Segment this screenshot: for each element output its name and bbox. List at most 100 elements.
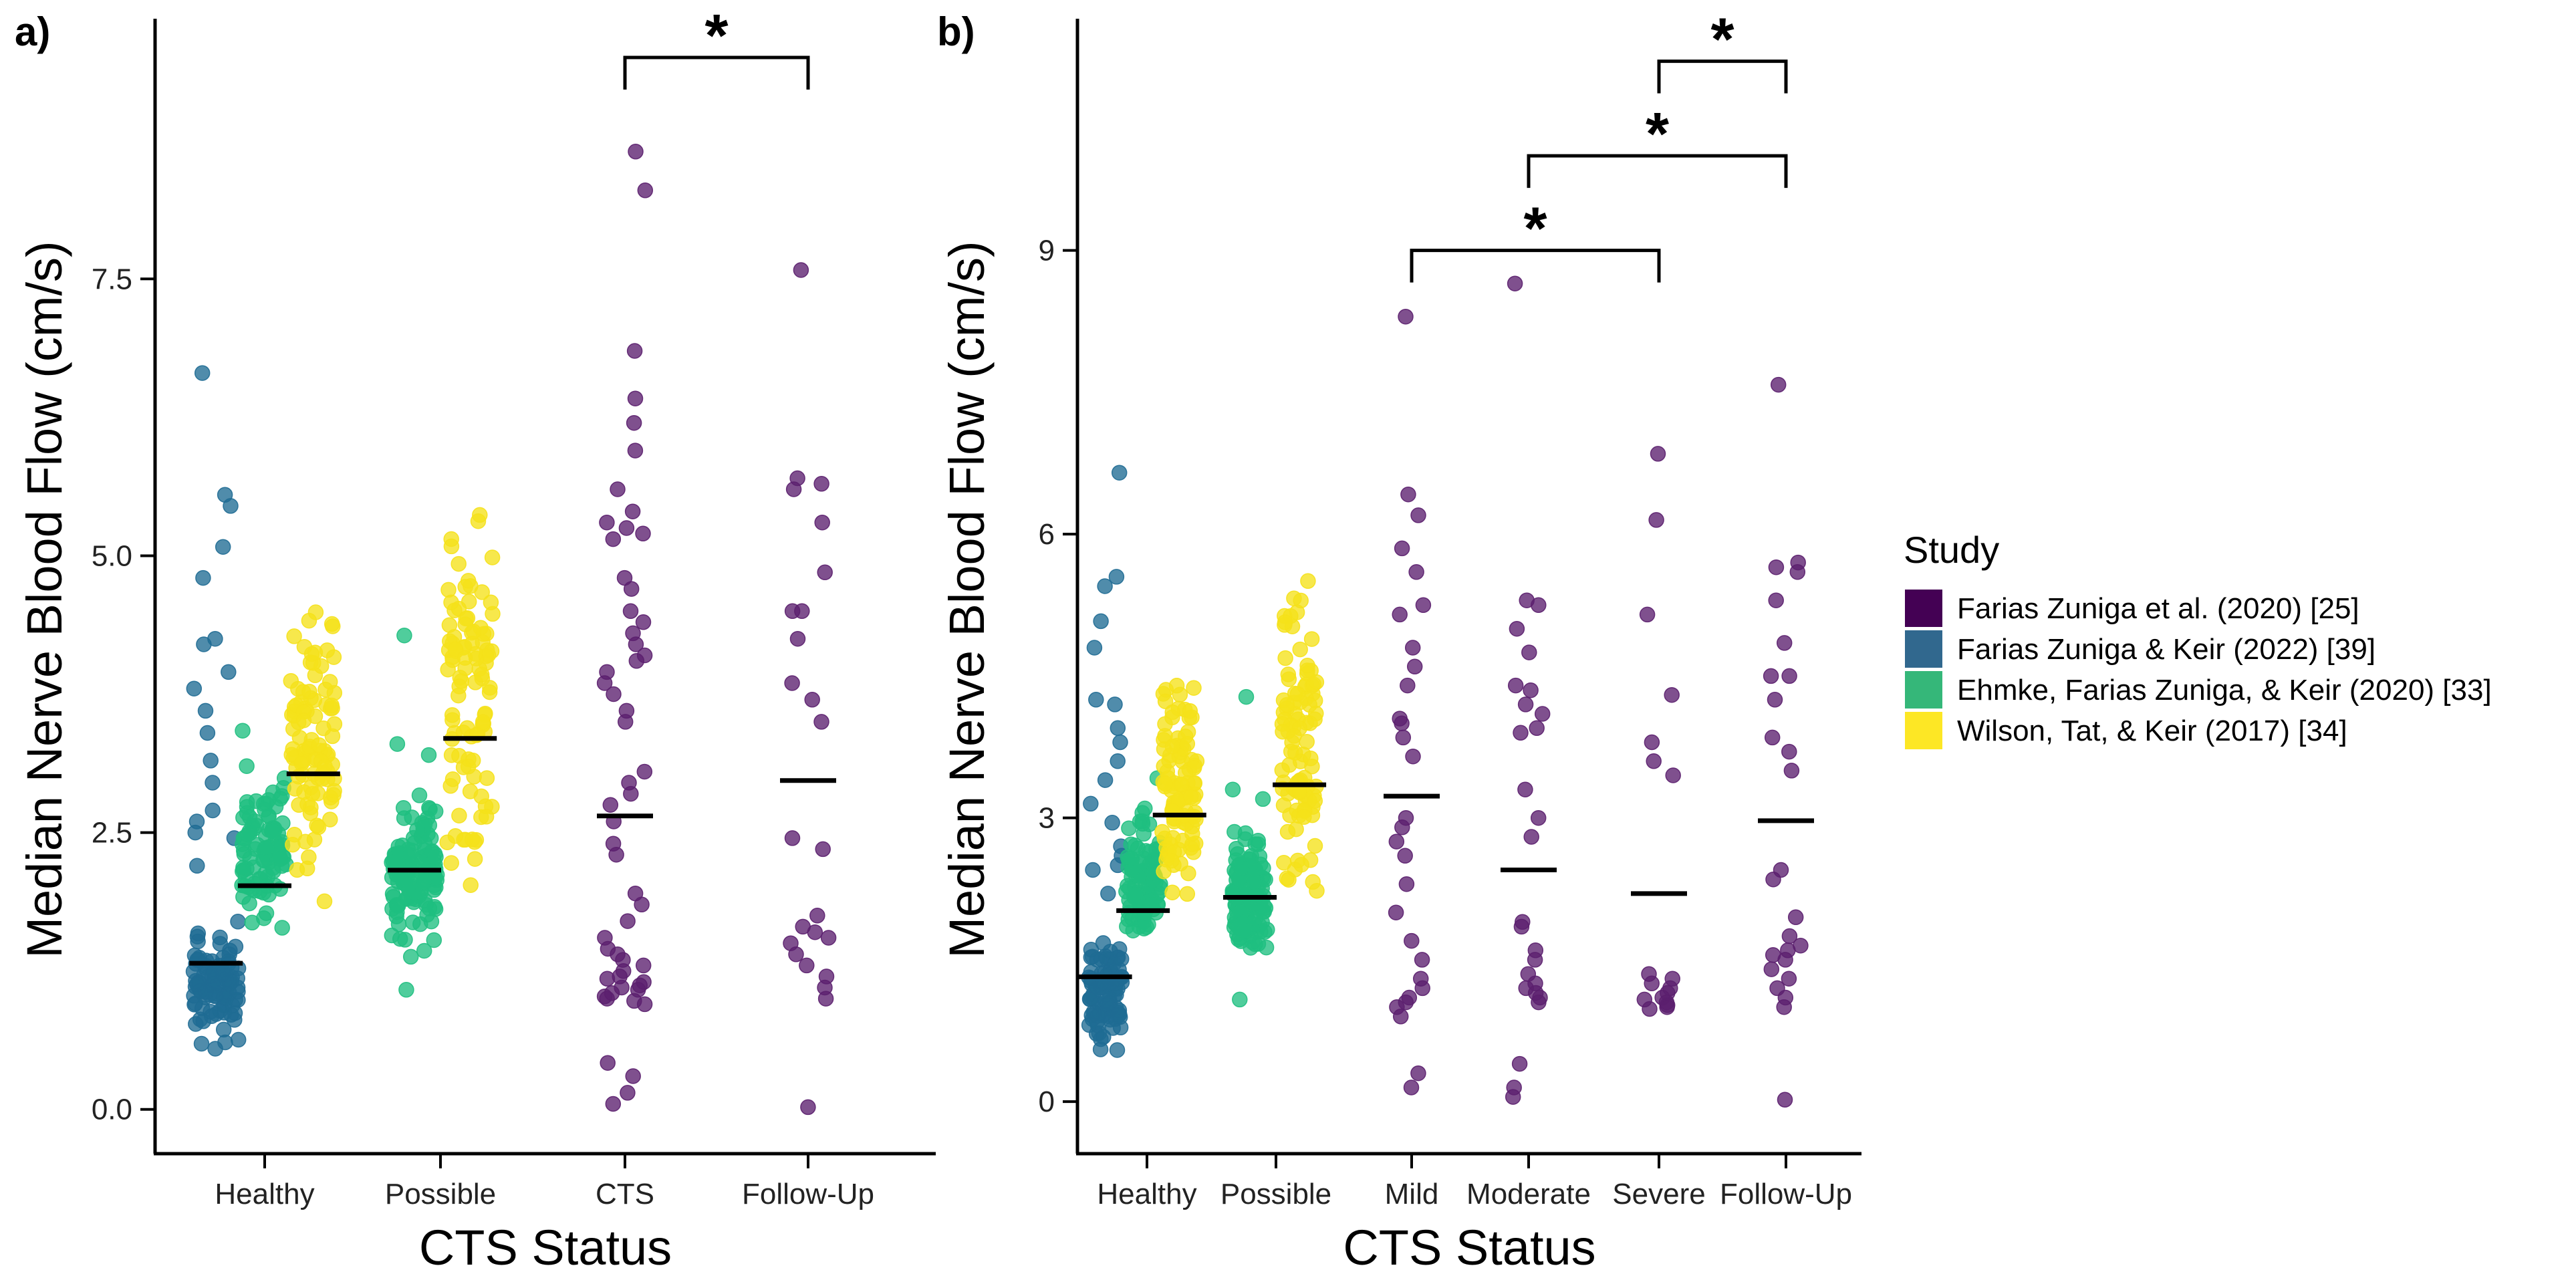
significance-bracket <box>623 55 810 90</box>
legend-swatch <box>1905 671 1942 709</box>
data-point <box>441 617 458 633</box>
data-point <box>799 957 815 974</box>
data-point <box>258 840 275 856</box>
significance-star: * <box>1523 196 1547 263</box>
x-tick-label: Follow-Up <box>742 1178 874 1210</box>
data-point <box>1154 823 1170 840</box>
data-point <box>1164 738 1181 755</box>
data-point <box>1776 635 1793 651</box>
data-point <box>188 1016 204 1032</box>
data-point <box>411 787 428 803</box>
data-point <box>235 723 251 739</box>
data-point <box>466 769 482 785</box>
data-point <box>605 1096 622 1112</box>
data-point <box>239 799 255 815</box>
data-point <box>285 836 301 853</box>
data-point <box>1764 729 1781 746</box>
x-tick-label: Follow-Up <box>1720 1178 1852 1210</box>
data-point <box>426 932 442 948</box>
data-point <box>216 1005 233 1021</box>
data-point <box>1081 1017 1098 1033</box>
data-point <box>596 675 613 691</box>
data-point <box>186 987 202 1004</box>
data-point <box>1763 668 1779 684</box>
data-point <box>1138 919 1154 935</box>
data-point <box>474 584 490 600</box>
data-point <box>239 827 256 843</box>
data-point <box>622 603 639 620</box>
data-point <box>470 513 487 529</box>
data-point <box>1180 865 1196 882</box>
data-point <box>205 775 221 791</box>
x-tick-label: Healthy <box>1097 1178 1196 1210</box>
data-point <box>785 481 802 497</box>
legend-item-label: Farias Zuniga & Keir (2022) [39] <box>1957 633 2375 666</box>
data-point <box>1392 1009 1409 1025</box>
data-point <box>1279 696 1295 713</box>
data-point <box>1400 677 1416 694</box>
data-point <box>1529 720 1545 737</box>
data-point <box>189 858 205 874</box>
data-point <box>322 811 338 827</box>
data-point <box>1124 850 1140 867</box>
data-point <box>462 783 479 799</box>
data-point <box>1164 884 1180 900</box>
data-point <box>317 681 334 698</box>
panel-b: b) 0 3 6 9 Healthy Possible Mild Moderate Severe F… <box>937 7 1861 1275</box>
data-point <box>440 582 457 598</box>
data-point <box>628 636 644 652</box>
data-point <box>793 262 809 278</box>
data-point <box>1781 971 1797 987</box>
data-point <box>1085 862 1101 878</box>
data-point <box>311 737 328 753</box>
data-point <box>1286 728 1302 744</box>
data-point <box>443 747 460 763</box>
x-tick-label: Mild <box>1385 1178 1439 1210</box>
data-point <box>1765 871 1781 888</box>
data-point <box>193 1035 210 1052</box>
data-point <box>390 916 407 932</box>
data-point <box>1410 1065 1426 1081</box>
data-point <box>1307 793 1323 809</box>
significance-bracket <box>1410 249 1661 283</box>
data-point <box>1292 641 1308 658</box>
y-axis-title: Median Nerve Blood Flow (cm/s) <box>17 241 72 958</box>
data-point <box>1106 955 1122 972</box>
data-point <box>195 569 211 586</box>
data-point <box>1097 578 1113 594</box>
legend-item-label: Farias Zuniga et al. (2020) [25] <box>1957 592 2359 625</box>
x-tick-label: Possible <box>1220 1178 1331 1210</box>
data-point <box>1100 886 1116 902</box>
data-point <box>1095 935 1112 951</box>
data-point <box>388 854 404 870</box>
data-point <box>1777 952 1793 968</box>
data-point <box>1507 677 1524 694</box>
panel-a: a) 0.0 2.5 5.0 7.5 Healthy Possible CTS Follow-U… <box>15 3 936 1275</box>
data-point <box>599 514 615 531</box>
data-point <box>420 747 437 763</box>
legend: Study Farias Zuniga et al. (2020) [25] Far… <box>1904 529 2492 749</box>
significance-star: * <box>704 3 728 70</box>
data-point <box>286 628 302 644</box>
data-point <box>1227 823 1243 840</box>
y-tick-label: 7.5 <box>92 263 132 295</box>
data-point <box>1109 1042 1126 1058</box>
data-point <box>1110 753 1126 769</box>
y-tick-label: 0 <box>1039 1085 1055 1118</box>
data-point <box>1174 777 1190 793</box>
data-point <box>198 952 215 969</box>
data-point <box>326 787 342 803</box>
data-point <box>212 936 229 952</box>
data-point <box>599 971 616 987</box>
data-point <box>1770 376 1787 393</box>
data-point <box>1523 829 1539 845</box>
data-point <box>464 831 481 848</box>
data-point <box>1783 763 1800 779</box>
data-point <box>1225 781 1241 797</box>
data-point <box>428 849 444 865</box>
data-point <box>1768 592 1784 608</box>
data-point <box>1414 952 1430 968</box>
data-point <box>1258 939 1275 956</box>
data-point <box>1388 904 1404 920</box>
data-point <box>1646 753 1662 769</box>
